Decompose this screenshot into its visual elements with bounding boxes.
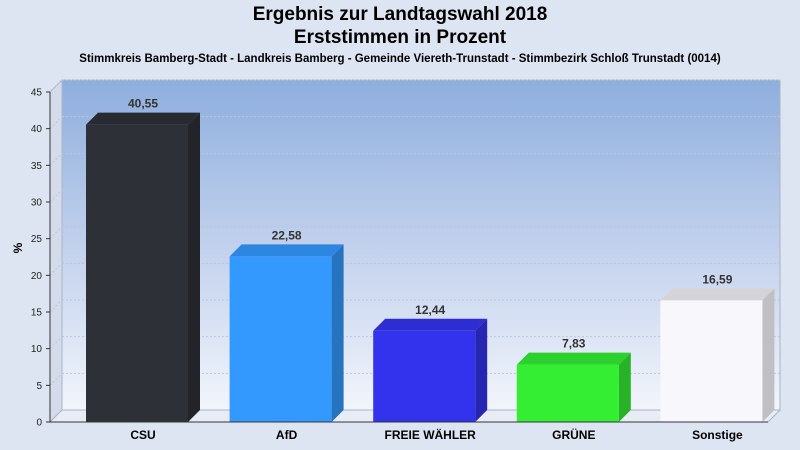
grid-line-side — [49, 152, 63, 166]
data-label: 16,59 — [702, 272, 732, 286]
bar — [660, 300, 763, 422]
data-label: 7,83 — [562, 337, 586, 351]
x-tick-label: Sonstige — [692, 428, 743, 442]
bar-top — [373, 318, 488, 331]
chart-caption: Stimmkreis Bamberg-Stadt - Landkreis Bam… — [79, 53, 721, 65]
grid-line-side — [49, 189, 63, 203]
plot-side-wall — [49, 78, 63, 424]
y-tick-label: 15 — [31, 308, 43, 319]
x-tick-label: GRÜNE — [552, 427, 595, 442]
y-axis: 0 5 10 15 20 25 30 35 40 45 — [31, 88, 51, 429]
y-tick-label: 0 — [36, 418, 42, 429]
data-label: 12,44 — [415, 303, 445, 317]
bar-top — [516, 352, 631, 365]
bar-side — [475, 318, 488, 422]
y-axis-label: % — [11, 242, 25, 253]
grid-line-side — [49, 262, 63, 276]
data-labels: 40,55 22,58 12,44 7,83 16,59 — [128, 97, 733, 351]
grid-lines — [49, 79, 780, 386]
bar-side — [331, 244, 344, 422]
bar-side — [762, 288, 775, 422]
bar-side — [188, 112, 200, 422]
bar-top — [86, 112, 200, 125]
y-tick-label: 5 — [36, 381, 42, 392]
x-tick-label: FREIE WÄHLER — [385, 427, 477, 442]
y-tick-label: 20 — [31, 271, 43, 282]
bar — [229, 256, 332, 422]
x-tick-label: CSU — [130, 428, 155, 442]
y-tick-label: 10 — [31, 344, 43, 355]
grid-line-side — [49, 226, 63, 240]
grid-line-side — [49, 336, 63, 350]
chart-title: Ergebnis zur Landtagswahl 2018 — [252, 4, 548, 25]
grid-line-side — [49, 299, 63, 313]
y-tick-label: 40 — [31, 124, 43, 135]
y-tick-label: 30 — [31, 198, 43, 209]
grid-line-side — [49, 372, 63, 386]
y-tick-label: 45 — [31, 88, 43, 99]
bar-top — [660, 288, 775, 301]
bar-side — [618, 352, 631, 422]
x-axis: CSU AfD FREIE WÄHLER GRÜNE Sonstige — [50, 421, 768, 442]
x-tick-label: AfD — [276, 428, 298, 442]
grid-line-side — [49, 116, 63, 130]
grid-line-side — [49, 79, 63, 93]
data-label: 40,55 — [128, 97, 158, 111]
bars — [86, 112, 775, 422]
data-label: 22,58 — [272, 228, 302, 242]
bar — [373, 330, 476, 422]
bar — [86, 124, 188, 422]
y-tick-label: 35 — [31, 161, 43, 172]
bar-top — [229, 244, 344, 257]
bar — [516, 364, 619, 422]
y-tick-label: 25 — [31, 234, 43, 245]
chart-subtitle: Erststimmen in Prozent — [293, 27, 507, 48]
